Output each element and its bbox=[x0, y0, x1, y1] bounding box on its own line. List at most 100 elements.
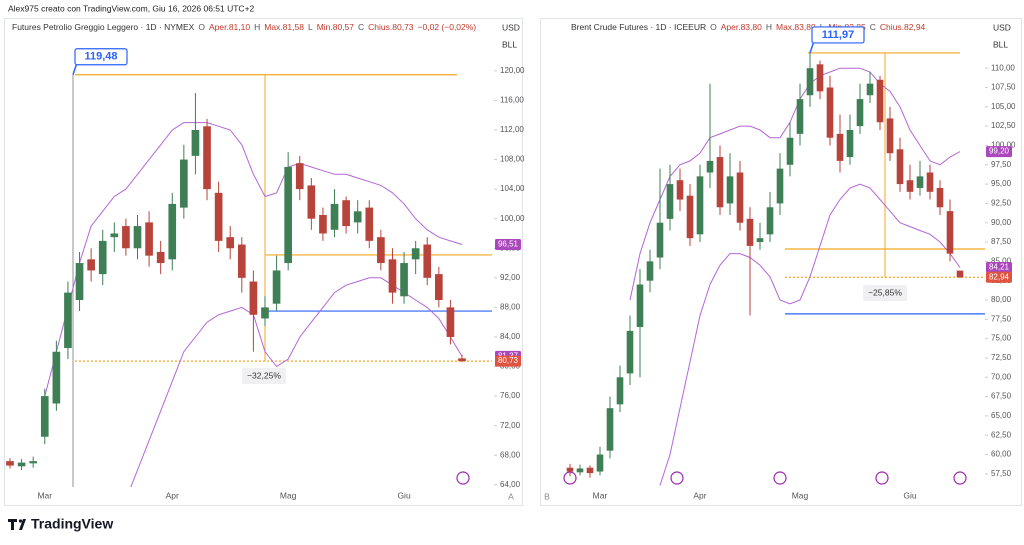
candle-body bbox=[295, 163, 304, 190]
y-tick-label: 105,00 bbox=[991, 102, 1016, 111]
pane-frame bbox=[540, 18, 1022, 506]
candle-body bbox=[956, 270, 964, 278]
brand-logo: TradingView bbox=[8, 516, 113, 532]
callout-box bbox=[811, 26, 865, 44]
candle-body bbox=[353, 211, 362, 223]
candle-body bbox=[576, 468, 584, 473]
candle-body bbox=[696, 176, 704, 235]
y-tick-label: 70,00 bbox=[991, 372, 1012, 381]
y-tick-label: 95,00 bbox=[991, 179, 1012, 188]
event-icons bbox=[456, 471, 967, 485]
unit: BLL bbox=[502, 39, 517, 49]
currency: USD bbox=[993, 22, 1011, 32]
y-tick-label: 60,00 bbox=[991, 450, 1012, 459]
candle-body bbox=[52, 351, 61, 404]
candle-body bbox=[776, 168, 784, 204]
price-tag-label: 99,20 bbox=[989, 147, 1010, 156]
candle-body bbox=[17, 462, 26, 467]
candle-body bbox=[342, 200, 350, 227]
candle-body bbox=[400, 263, 408, 297]
candle-body bbox=[566, 467, 574, 472]
candle-body bbox=[936, 187, 944, 208]
ohlc-field: Aper.83,80 bbox=[721, 22, 762, 32]
x-tick-label: Giu bbox=[397, 490, 411, 500]
currency: USD bbox=[502, 22, 520, 32]
candle-body bbox=[756, 238, 764, 243]
candle-body bbox=[616, 377, 624, 405]
candle-body bbox=[886, 118, 894, 154]
y-tick-label: 57,50 bbox=[991, 469, 1012, 478]
y-tick-label: 100,00 bbox=[991, 141, 1016, 150]
ohlc-field: H bbox=[766, 22, 772, 32]
candle-body bbox=[596, 454, 604, 472]
candle-body bbox=[846, 130, 854, 158]
candle-body bbox=[876, 79, 884, 123]
candle-body bbox=[133, 226, 142, 249]
candle-body bbox=[237, 244, 246, 278]
candle-body bbox=[214, 192, 223, 241]
candle-body bbox=[656, 222, 664, 258]
ohlc-field: C bbox=[358, 22, 364, 32]
y-tick-label: 116,00 bbox=[500, 96, 524, 105]
candle-body bbox=[64, 292, 72, 349]
candle-body bbox=[796, 99, 804, 134]
ohlc-field: −0,02 (−0,02%) bbox=[418, 22, 477, 32]
price-tag-label: 96,51 bbox=[498, 240, 519, 249]
candle-body bbox=[446, 307, 455, 337]
y-tick-label: 120,00 bbox=[500, 66, 525, 75]
candle-body bbox=[435, 274, 443, 300]
candle-body bbox=[686, 195, 694, 239]
y-tick-label: 102,50 bbox=[991, 121, 1016, 130]
candle-body bbox=[423, 244, 432, 278]
candle-body bbox=[636, 284, 644, 328]
ohlc-field: L bbox=[308, 22, 313, 32]
candle-body bbox=[766, 207, 774, 235]
x-tick-label: Apr bbox=[693, 490, 706, 500]
candle-body bbox=[646, 261, 654, 281]
candle-body bbox=[261, 307, 269, 319]
brand: TradingView bbox=[31, 516, 113, 532]
y-tick-label: 72,50 bbox=[991, 353, 1012, 362]
candle-body bbox=[145, 222, 153, 256]
ohlc-field: C bbox=[870, 22, 876, 32]
x-tick-label: Mar bbox=[593, 490, 608, 500]
candle-body bbox=[122, 226, 130, 249]
candle-body bbox=[98, 240, 107, 275]
y-tick-label: 90,00 bbox=[991, 218, 1012, 227]
candle-body bbox=[786, 137, 794, 165]
price-tag-label: 84,21 bbox=[989, 263, 1010, 272]
band-upper bbox=[44, 122, 463, 397]
y-tick-label: 100,00 bbox=[500, 214, 525, 223]
ohlc-field: Max.81,58 bbox=[264, 22, 304, 32]
candle-body bbox=[203, 126, 211, 190]
price-tag bbox=[495, 355, 521, 367]
y-tick-label: 87,50 bbox=[991, 237, 1012, 246]
callout-box bbox=[74, 48, 128, 66]
candle-body bbox=[676, 180, 684, 200]
candle-body bbox=[916, 176, 924, 188]
candle-body bbox=[377, 237, 385, 264]
candle-body bbox=[191, 130, 200, 156]
y-tick-label: 97,50 bbox=[991, 160, 1012, 169]
candle-body bbox=[946, 211, 954, 254]
price-tag bbox=[986, 271, 1012, 283]
y-tick-label: 64,00 bbox=[500, 480, 521, 489]
candle-body bbox=[330, 203, 339, 230]
symbol-title: Brent Crude Futures · 1D · ICEEUR bbox=[571, 22, 706, 32]
y-tick-label: 72,00 bbox=[500, 421, 521, 430]
y-tick-label: 84,00 bbox=[500, 332, 521, 341]
y-tick-label: 62,50 bbox=[991, 430, 1012, 439]
measure-box bbox=[242, 368, 286, 384]
candle-body bbox=[284, 166, 292, 264]
price-tag-label: 82,94 bbox=[989, 272, 1010, 281]
ohlc-field: O bbox=[198, 22, 205, 32]
candle-body bbox=[365, 207, 374, 241]
ohlc-field: H bbox=[254, 22, 260, 32]
chart-legend: Futures Petrolio Greggio Leggero · 1D · … bbox=[12, 22, 476, 32]
pane-frame bbox=[4, 18, 523, 506]
candle-body bbox=[856, 99, 864, 127]
y-tick-label: 85,00 bbox=[991, 256, 1012, 265]
callout-label: 119,48 bbox=[84, 51, 117, 63]
